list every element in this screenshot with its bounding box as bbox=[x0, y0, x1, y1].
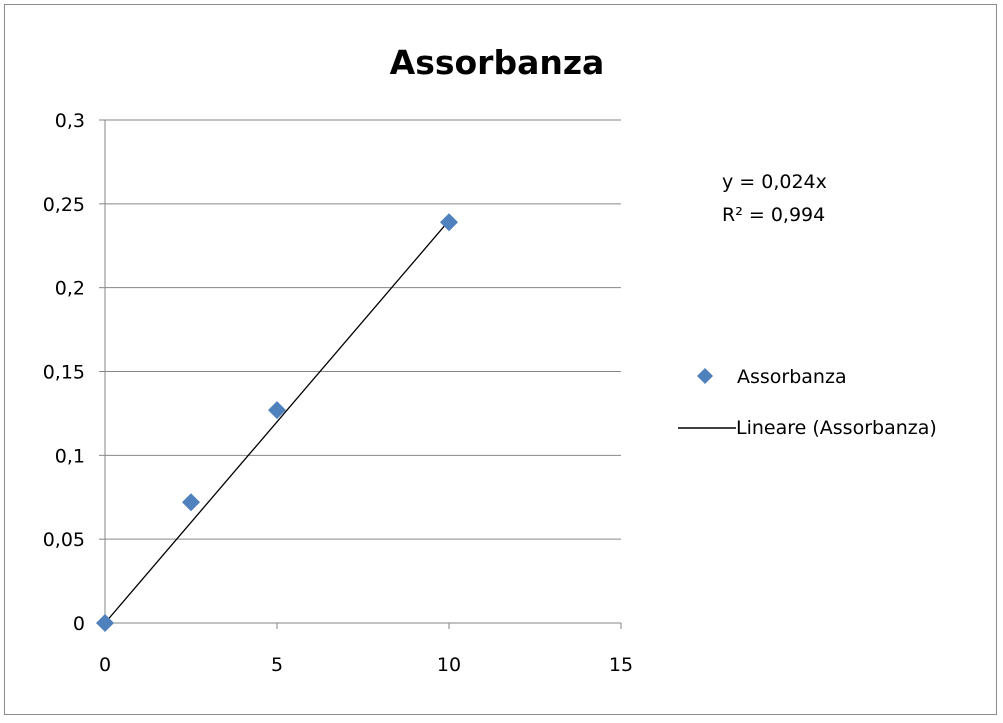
legend: Assorbanza Lineare (Assorbanza) bbox=[678, 366, 937, 439]
trendline-equation: y = 0,024x bbox=[722, 171, 827, 193]
data-point-diamond bbox=[440, 213, 458, 232]
data-points bbox=[96, 213, 458, 632]
y-tick-label: 0,3 bbox=[55, 110, 85, 132]
chart-title: Assorbanza bbox=[390, 43, 605, 82]
data-point-diamond bbox=[268, 401, 286, 420]
y-tick-label: 0,15 bbox=[43, 362, 85, 384]
y-tick-label: 0,2 bbox=[55, 278, 85, 300]
y-tick-label: 0,05 bbox=[43, 529, 85, 551]
y-tick-label: 0,1 bbox=[55, 445, 85, 467]
chart-frame bbox=[4, 4, 997, 715]
legend-label-trendline: Lineare (Assorbanza) bbox=[736, 417, 937, 439]
data-point-diamond bbox=[96, 614, 114, 632]
y-tick-labels: 0 0,05 0,1 0,15 0,2 0,25 0,3 bbox=[43, 110, 85, 635]
axes bbox=[99, 119, 622, 629]
legend-label-series: Assorbanza bbox=[737, 366, 847, 388]
trendline-r-squared: R² = 0,994 bbox=[722, 204, 825, 226]
legend-marker-diamond bbox=[697, 368, 713, 384]
trendline bbox=[104, 220, 450, 624]
gridlines bbox=[105, 119, 621, 540]
y-tick-label: 0,25 bbox=[43, 194, 85, 216]
x-tick-label: 15 bbox=[609, 654, 633, 676]
data-point-diamond bbox=[182, 493, 200, 512]
trendline-group bbox=[104, 220, 450, 624]
x-tick-label: 0 bbox=[99, 654, 111, 676]
x-tick-label: 10 bbox=[437, 654, 461, 676]
y-tick-label: 0 bbox=[73, 613, 85, 635]
x-tick-labels: 0 5 10 15 bbox=[99, 654, 633, 676]
x-tick-label: 5 bbox=[271, 654, 283, 676]
